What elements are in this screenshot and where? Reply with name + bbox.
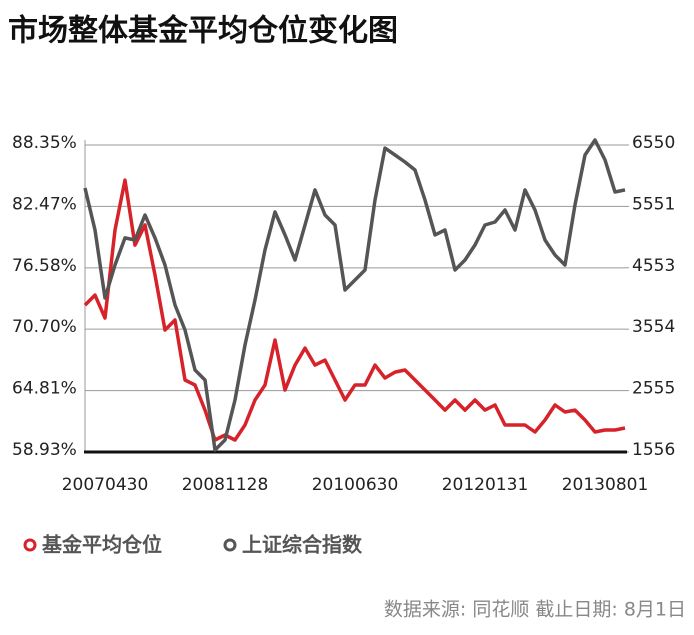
x-tick-label: 20070430 [62,475,149,495]
legend-label: 上证综合指数 [242,533,363,557]
legend-label: 基金平均仓位 [42,533,162,557]
data-line [83,178,626,442]
y-tick-label: 64.81% [12,379,77,399]
y2-tick-label: 6550 [632,133,675,153]
y2-tick-label: 4553 [632,256,675,276]
y-tick-label: 76.58% [12,256,77,276]
y2-tick-label: 5551 [632,194,675,214]
x-tick-label: 20081128 [182,475,269,495]
data-line [83,138,626,452]
x-tick-label: 20130801 [562,475,649,495]
y2-tick-label: 2555 [632,379,675,399]
y-tick-label: 58.93% [12,440,77,460]
source-note: 数据来源: 同花顺 截止日期: 8月1日 [384,599,686,621]
y2-tick-label: 1556 [632,440,675,460]
legend-marker [23,538,37,552]
y2-tick-label: 3554 [632,317,675,337]
x-tick-label: 20120131 [442,475,529,495]
y-tick-label: 70.70% [12,317,77,337]
legend-marker [223,538,237,552]
chart-title: 市场整体基金平均仓位变化图 [8,14,398,49]
y-tick-label: 82.47% [12,194,77,214]
y-tick-label: 88.35% [12,133,77,153]
x-tick-label: 20100630 [312,475,399,495]
